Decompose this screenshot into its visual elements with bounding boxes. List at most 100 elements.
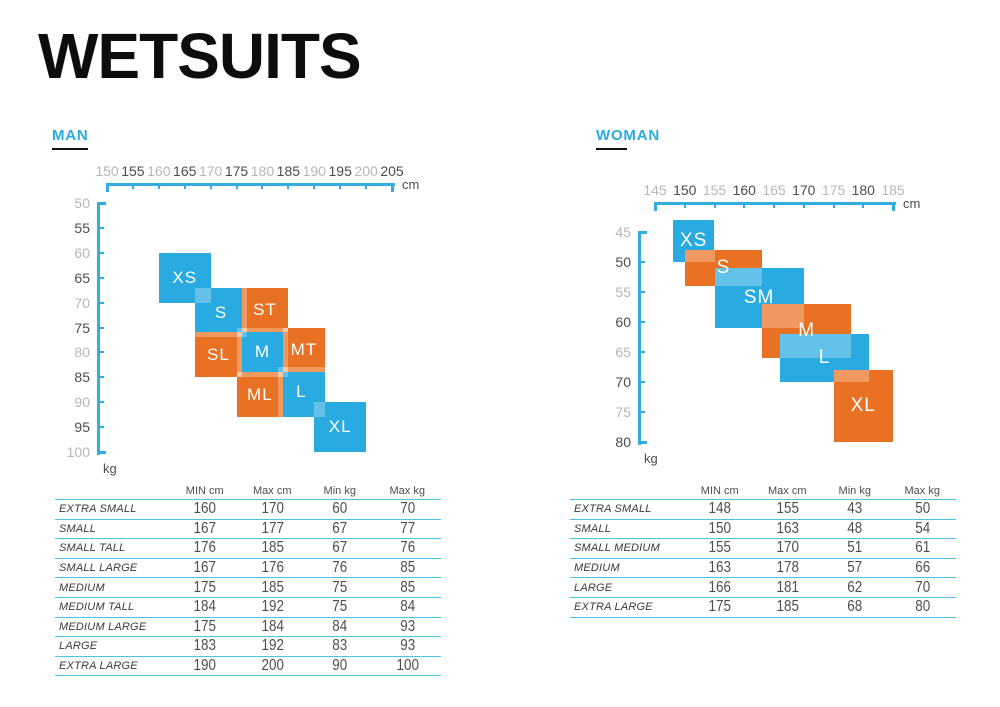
x-axis-tick-label: 180 — [851, 182, 875, 198]
max-kg-cell: 100 — [396, 657, 419, 675]
min-kg-cell: 43 — [847, 500, 863, 518]
x-axis-tick — [391, 183, 394, 192]
y-axis-unit-label: kg — [103, 461, 117, 476]
size-block-xs — [158, 252, 211, 303]
size-name-cell: SMALL — [59, 522, 97, 535]
y-axis-tick — [97, 426, 104, 429]
x-axis-tick — [365, 183, 368, 189]
y-axis-tick — [97, 276, 104, 279]
column-header-max-kg: Max kg — [389, 484, 425, 497]
max-cm-cell: 170 — [776, 539, 799, 557]
min-kg-cell: 48 — [847, 519, 863, 537]
size-block-label-xs: XS — [679, 230, 708, 251]
woman-size-table: MIN cm Max cm Min kg Max kg EXTRA SMALL 148 15… — [570, 482, 956, 618]
table-row: MEDIUM LARGE 175 184 84 93 — [55, 618, 441, 638]
x-axis-tick — [313, 183, 316, 189]
x-axis-tick — [339, 183, 342, 189]
size-block-label-mt: MT — [290, 339, 318, 359]
column-header-min-kg: Min kg — [838, 484, 871, 497]
x-axis-tick — [713, 202, 716, 208]
x-axis-tick — [261, 183, 264, 189]
size-block-st — [241, 287, 289, 333]
min-cm-cell: 166 — [708, 578, 731, 596]
size-block-label-s: S — [214, 302, 228, 322]
size-name-cell: SMALL — [574, 522, 612, 535]
max-cm-cell: 177 — [261, 519, 284, 537]
size-block-label-l: L — [818, 347, 831, 368]
x-axis-line — [655, 202, 896, 205]
size-name-cell: EXTRA LARGE — [59, 660, 138, 673]
x-axis-line — [107, 183, 395, 186]
block-overlap-m-st — [241, 327, 289, 333]
min-cm-cell: 155 — [708, 539, 731, 557]
min-cm-cell: 160 — [193, 500, 216, 518]
block-overlap-m-l — [779, 334, 852, 358]
column-header-max-kg: Max kg — [904, 484, 940, 497]
min-kg-cell: 76 — [332, 559, 348, 577]
x-axis-tick — [832, 202, 835, 208]
size-block-s — [684, 250, 763, 286]
x-axis-tick-label: 185 — [881, 182, 905, 198]
x-axis-tick-label: 200 — [354, 163, 378, 179]
x-axis-tick — [287, 183, 290, 189]
max-cm-cell: 192 — [261, 637, 284, 655]
woman-section-heading: WOMAN — [596, 127, 660, 150]
size-name-cell: SMALL LARGE — [59, 562, 138, 575]
size-name-cell: EXTRA SMALL — [59, 503, 137, 516]
min-cm-cell: 175 — [708, 598, 731, 616]
max-kg-cell: 54 — [914, 519, 930, 537]
block-overlap-st-mt — [283, 327, 289, 333]
max-cm-cell: 192 — [261, 598, 284, 616]
x-axis-tick — [131, 183, 134, 189]
table-row: SMALL LARGE 167 176 76 85 — [55, 559, 441, 579]
y-axis-tick — [97, 451, 106, 454]
min-cm-cell: 190 — [193, 657, 216, 675]
size-block-sl — [195, 332, 242, 378]
y-axis-line — [638, 232, 641, 445]
x-axis-unit-label: cm — [903, 196, 921, 211]
block-overlap-xs-s — [195, 287, 211, 303]
table-header-row: MIN cm Max cm Min kg Max kg — [55, 482, 441, 500]
x-axis-tick — [183, 183, 186, 189]
x-axis-tick — [209, 183, 212, 189]
max-cm-cell: 178 — [776, 559, 799, 577]
size-block-ml — [236, 372, 284, 418]
block-overlap-s-sl — [195, 332, 242, 338]
min-cm-cell: 163 — [708, 559, 731, 577]
size-block-label-sm: SM — [743, 287, 775, 308]
table-row: LARGE 166 181 62 70 — [570, 578, 956, 598]
y-axis-tick — [638, 351, 645, 353]
max-kg-cell: 66 — [914, 559, 930, 577]
block-overlap-s-m — [236, 327, 247, 338]
x-axis-tick-label: 155 — [702, 182, 727, 198]
min-cm-cell: 175 — [193, 578, 216, 596]
size-name-cell: MEDIUM — [574, 562, 620, 575]
min-cm-cell: 167 — [193, 519, 216, 537]
size-name-cell: SMALL TALL — [59, 542, 126, 555]
y-axis-tick — [638, 381, 645, 383]
min-cm-cell: 176 — [193, 539, 216, 557]
y-axis-tick — [97, 226, 104, 229]
size-name-cell: MEDIUM — [59, 581, 105, 594]
block-overlap-l-mt — [283, 367, 325, 373]
max-kg-cell: 70 — [914, 578, 930, 596]
x-axis-tick-label: 145 — [643, 182, 667, 198]
max-cm-cell: 155 — [776, 500, 799, 518]
min-kg-cell: 67 — [332, 519, 348, 537]
y-axis-tick — [97, 401, 104, 404]
size-block-sm — [714, 268, 804, 328]
x-axis-tick-label: 165 — [762, 182, 786, 198]
max-cm-cell: 184 — [261, 617, 284, 635]
min-kg-cell: 68 — [847, 598, 863, 616]
man-size-table: MIN cm Max cm Min kg Max kg EXTRA SMALL 160 17… — [55, 482, 441, 677]
size-block-label-l: L — [296, 382, 307, 402]
woman-heading-label: WOMAN — [596, 127, 660, 144]
size-name-cell: MEDIUM TALL — [59, 601, 135, 614]
y-axis-tick-label: 80 — [615, 434, 631, 450]
y-axis-tick-label: 55 — [615, 284, 631, 300]
x-axis-tick-label: 195 — [328, 163, 352, 179]
y-axis-line — [97, 203, 100, 455]
max-kg-cell: 80 — [914, 598, 930, 616]
block-overlap-s-st — [241, 287, 247, 333]
x-axis-tick-label: 190 — [302, 163, 326, 179]
